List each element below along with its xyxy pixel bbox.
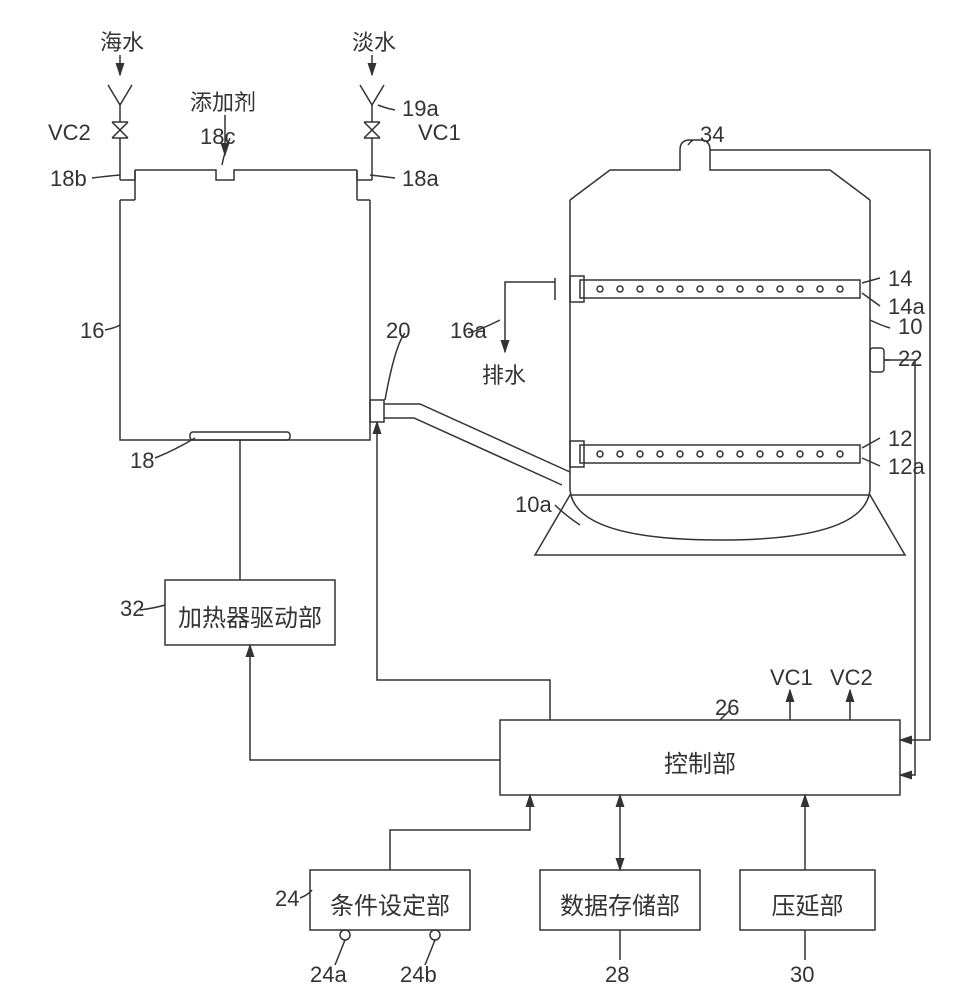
ref-24: 24 (275, 886, 299, 912)
heater-driver-text: 加热器驱动部 (175, 598, 325, 633)
ref-34: 34 (700, 122, 724, 148)
storage-text: 数据存储部 (550, 886, 690, 921)
ref-18: 18 (130, 448, 154, 474)
ref-10a: 10a (515, 492, 552, 518)
ref-18a: 18a (402, 166, 439, 192)
schematic-svg (0, 0, 972, 1000)
vc2-out-label: VC2 (830, 665, 873, 691)
control-text: 控制部 (650, 744, 750, 779)
freshwater-label: 淡水 (352, 25, 396, 57)
ref-20: 20 (386, 318, 410, 344)
ref-16a: 16a (450, 318, 487, 344)
ref-26: 26 (715, 695, 739, 721)
ref-28: 28 (605, 962, 629, 988)
ref-14a: 14a (888, 294, 925, 320)
ref-24a: 24a (310, 962, 347, 988)
drain-label: 排水 (482, 358, 526, 390)
vc1-out-label: VC1 (770, 665, 813, 691)
ref-18b: 18b (50, 166, 87, 192)
ref-32: 32 (120, 596, 144, 622)
ref-22: 22 (898, 346, 922, 372)
ref-16: 16 (80, 318, 104, 344)
vc1-label: VC1 (418, 120, 461, 146)
ref-12: 12 (888, 426, 912, 452)
rolling-text: 压延部 (750, 886, 865, 921)
ref-24b: 24b (400, 962, 437, 988)
vc2-label: VC2 (48, 120, 91, 146)
additive-label: 添加剂 (190, 85, 256, 117)
ref-19a: 19a (402, 96, 439, 122)
ref-14: 14 (888, 266, 912, 292)
ref-12a: 12a (888, 454, 925, 480)
ref-30: 30 (790, 962, 814, 988)
condition-text: 条件设定部 (320, 886, 460, 921)
ref-18c: 18c (200, 124, 235, 150)
seawater-label: 海水 (100, 25, 144, 57)
